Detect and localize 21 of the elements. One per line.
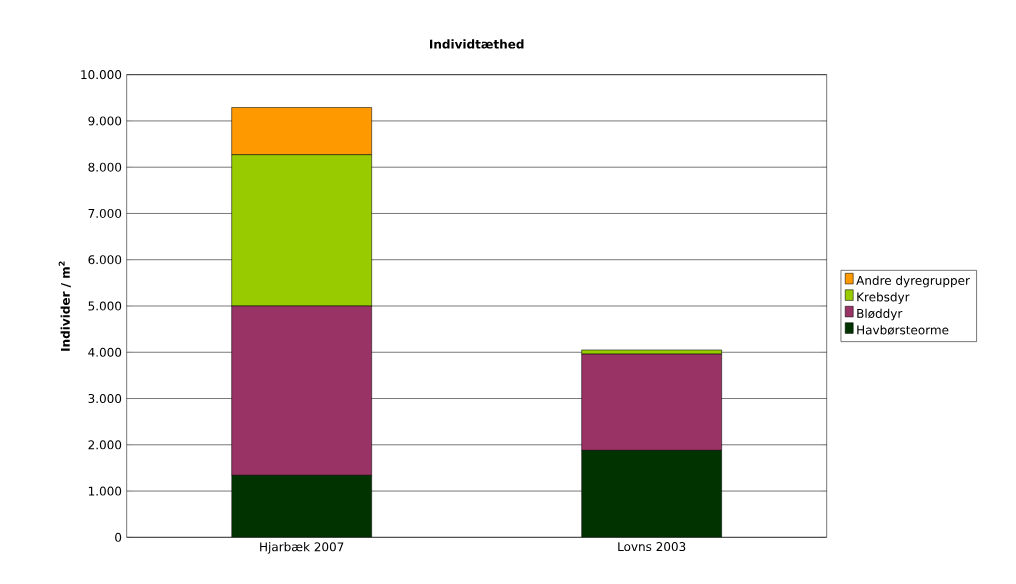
y-tick-label: 3.000: [88, 393, 122, 404]
y-tick-label: 1.000: [88, 486, 122, 496]
legend-label: Havbørsteorme: [857, 325, 949, 335]
y-tick-label: 7.000: [88, 208, 122, 218]
bar: [231, 475, 372, 538]
y-tick-label: 8.000: [88, 162, 122, 172]
legend-label: Bløddyr: [857, 308, 903, 321]
legend-label: Krebsdyr: [857, 292, 910, 304]
x-tick-label: Lovns 2003: [618, 542, 686, 552]
y-axis-title: Individer / m$^{2}$: [58, 261, 71, 351]
y-tick-label: 6.000: [88, 255, 122, 265]
legend-label: Andre dyregrupper: [856, 275, 970, 288]
y-tick-label: 2.000: [88, 440, 122, 450]
x-tick-label: Hjarbæk 2007: [260, 542, 344, 554]
chart-title: Individtæthed: [430, 39, 524, 49]
y-tick-label: 9.000: [88, 116, 122, 126]
y-tick-label: 0: [115, 532, 122, 542]
y-tick-label: 4.000: [88, 347, 122, 357]
bar: [581, 450, 722, 538]
y-tick-label: 5.000: [88, 301, 122, 311]
y-tick-label: 10.000: [81, 70, 122, 80]
